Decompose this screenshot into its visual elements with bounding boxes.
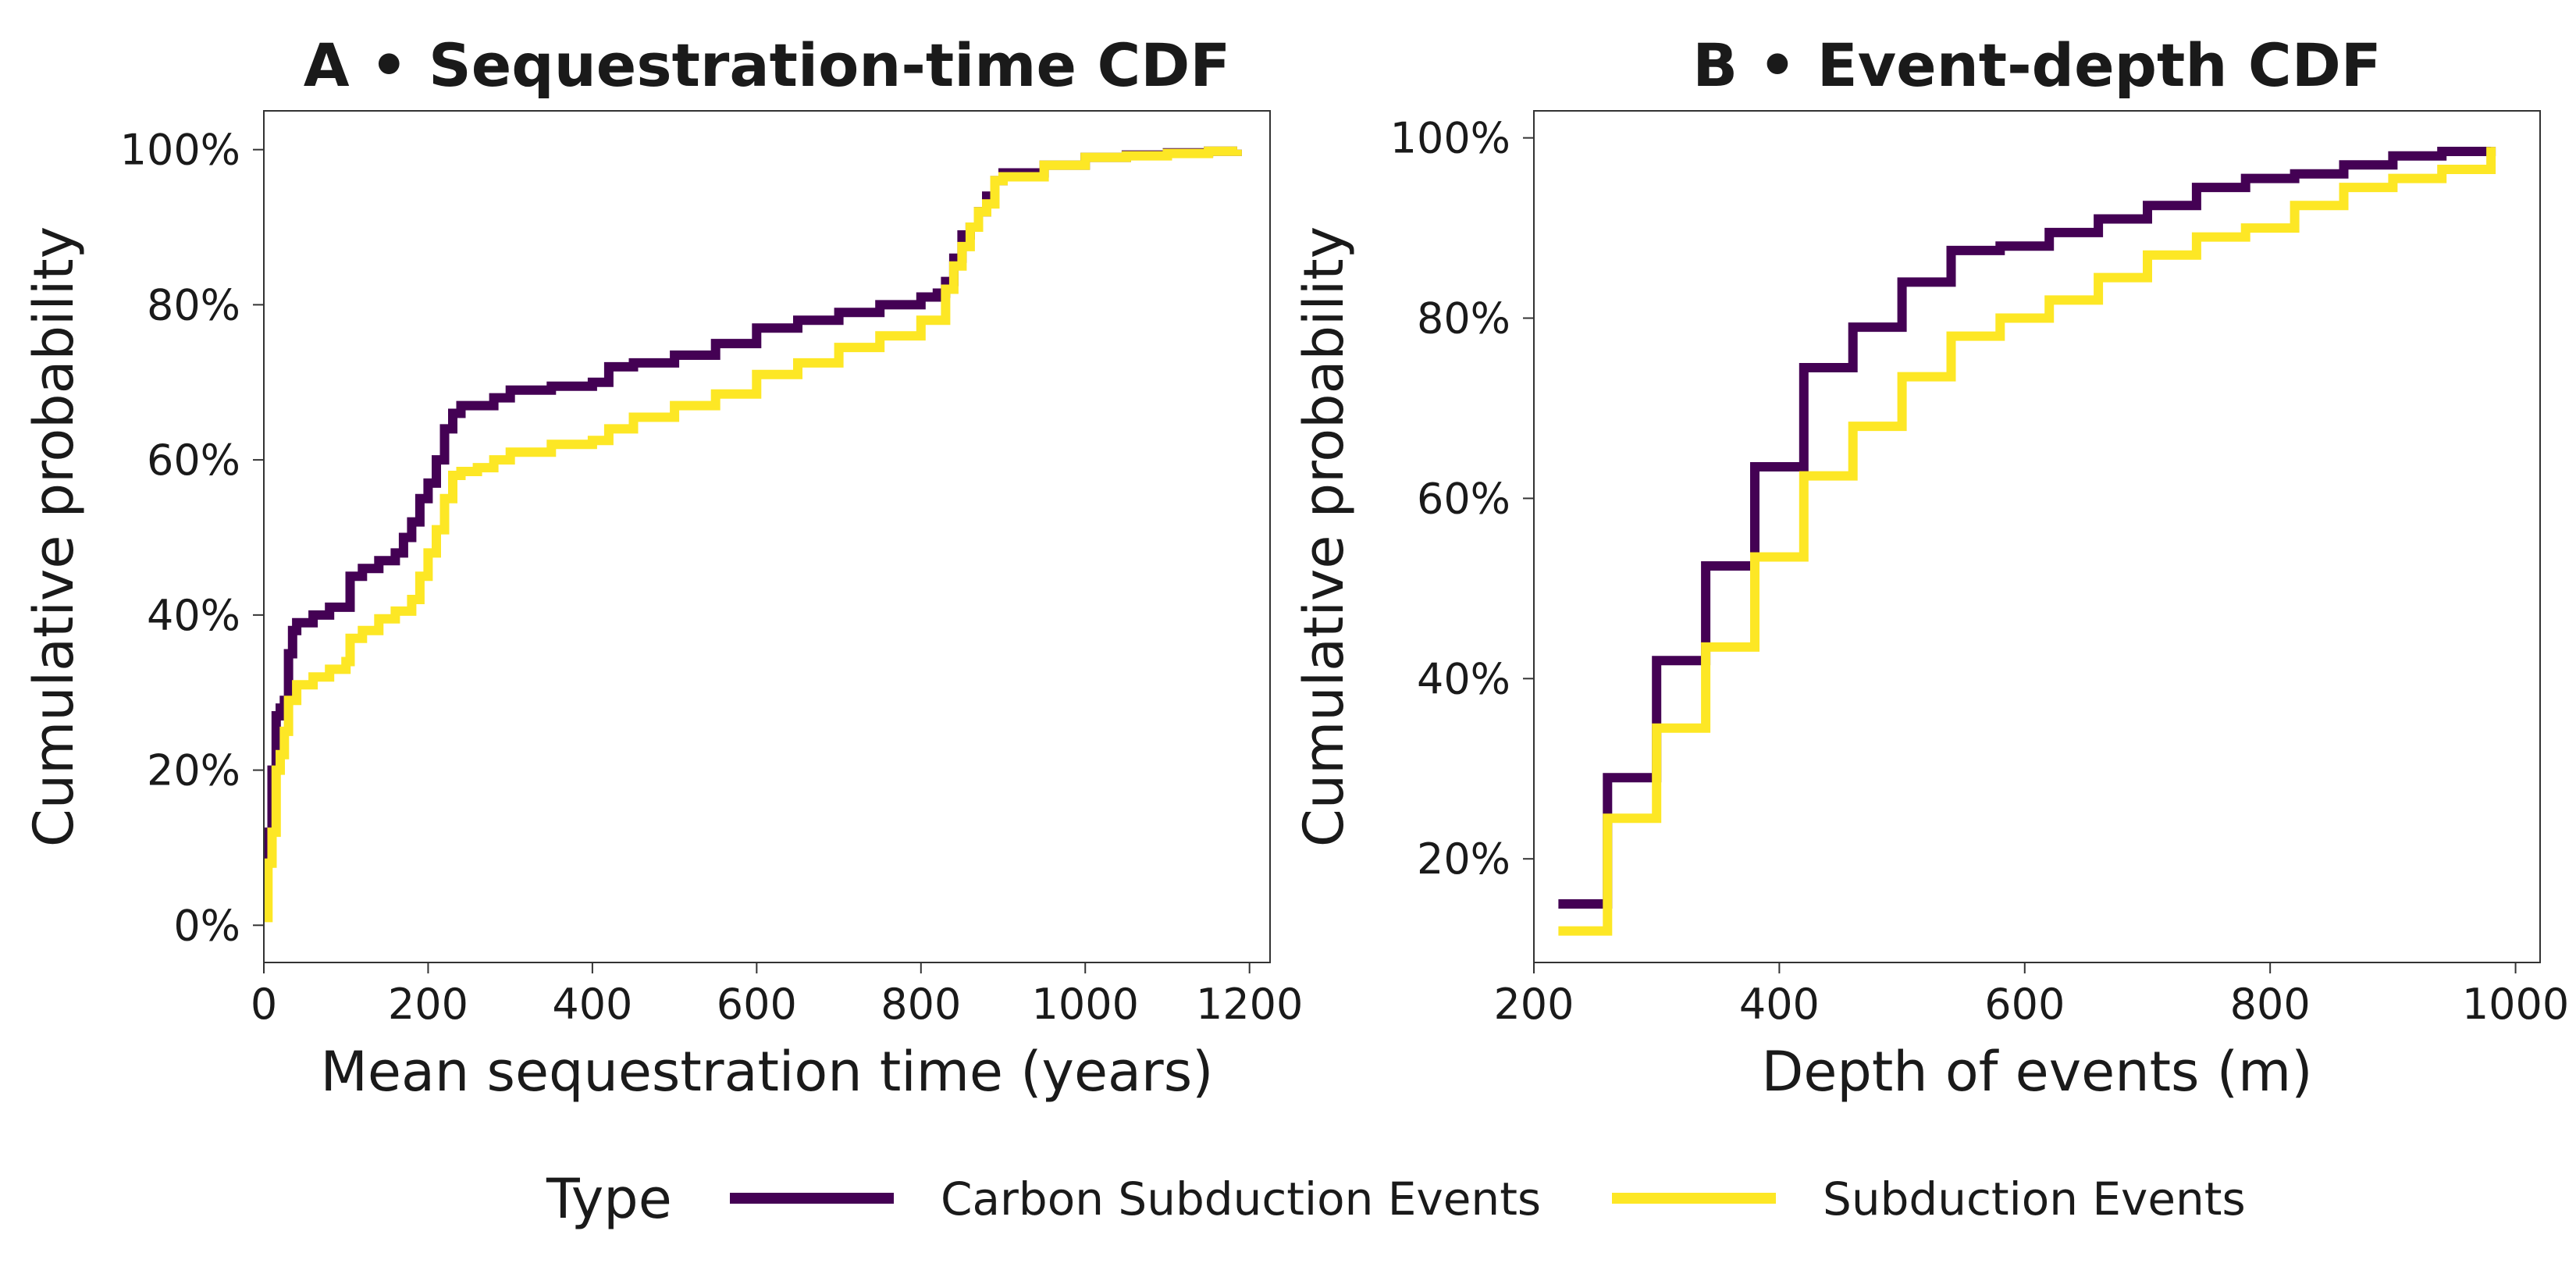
chart-1-x-tick-label: 600 [1984, 980, 2065, 1029]
chart-1-plot-frame [1533, 110, 2541, 963]
chart-1-y-tick-label: 40% [1417, 654, 1510, 703]
chart-1-series-carbon-subduction-events [1558, 147, 2496, 909]
chart-0-x-tick-label: 1000 [1032, 980, 1139, 1029]
chart-0-series-subduction-events [263, 146, 1242, 923]
chart-1-x-tick-label: 800 [2230, 980, 2311, 1029]
chart-1-y-tick-label: 100% [1390, 114, 1510, 163]
legend: Type Carbon Subduction Events Subduction… [546, 1167, 2246, 1231]
chart-0-title: A • Sequestration-time CDF [304, 30, 1231, 100]
chart-0-x-tick-label: 600 [717, 980, 797, 1029]
chart-1-y-tick-label: 20% [1417, 834, 1510, 884]
legend-title: Type [546, 1167, 672, 1231]
legend-entry-carbon-subduction-events: Carbon Subduction Events [941, 1172, 1541, 1226]
chart-0-x-tick-label: 800 [881, 980, 961, 1029]
chart-1-title: B • Event-depth CDF [1692, 30, 2381, 100]
chart-0-x-tick-label: 0 [251, 980, 277, 1029]
chart-0-y-tick-label: 60% [147, 436, 240, 485]
chart-1-y-tick-label: 60% [1417, 474, 1510, 523]
chart-0-series-carbon-subduction-events [263, 146, 1242, 868]
chart-1-x-tick-label: 1000 [2462, 980, 2569, 1029]
chart-0-y-tick-label: 80% [147, 280, 240, 329]
chart-0-y-tick-label: 40% [147, 591, 240, 640]
chart-0-x-tick-label: 400 [552, 980, 632, 1029]
chart-0-y-tick-label: 20% [147, 746, 240, 795]
chart-0-y-axis-label: Cumulative probability [22, 226, 86, 847]
legend-entry-subduction-events: Subduction Events [1823, 1172, 2246, 1226]
chart-1-series-subduction-events [1558, 147, 2496, 936]
chart-1-y-axis-label: Cumulative probability [1292, 226, 1356, 847]
chart-1-x-axis-label: Depth of events (m) [1761, 1040, 2312, 1104]
chart-0-x-tick-label: 200 [388, 980, 468, 1029]
chart-1-y-tick-label: 80% [1417, 294, 1510, 343]
chart-0-y-tick-label: 0% [173, 901, 240, 950]
chart-0-x-axis-label: Mean sequestration time (years) [321, 1040, 1214, 1104]
chart-1-x-tick-label: 200 [1493, 980, 1574, 1029]
chart-0-y-tick-label: 100% [120, 126, 240, 175]
panel-b: B • Event-depth CDF 200 400 600 800 1000 20% 40… [1292, 30, 2569, 1104]
chart-1-x-tick-label: 400 [1739, 980, 1820, 1029]
chart-0-plot-frame [263, 110, 1271, 963]
panel-a: A • Sequestration-time CDF 0 200 400 600 800 1… [22, 30, 1303, 1104]
chart-0-x-tick-label: 1200 [1196, 980, 1303, 1029]
